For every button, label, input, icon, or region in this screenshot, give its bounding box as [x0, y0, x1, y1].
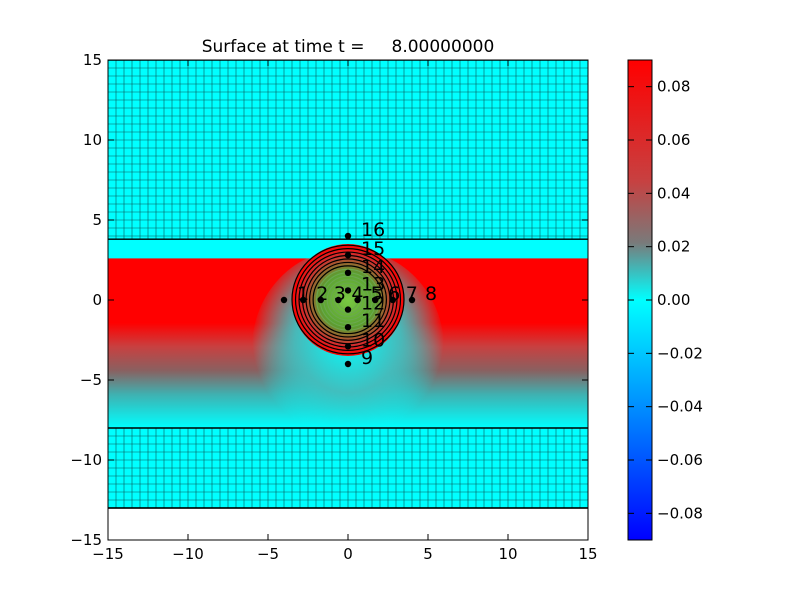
- gauge-label: 8: [425, 283, 437, 305]
- gauge-marker: [317, 296, 324, 304]
- x-axis-ticks: −15 −10 −5 0 5 10 15: [92, 60, 598, 563]
- gauge-marker: [344, 252, 352, 259]
- gauge-label: 14: [361, 256, 385, 278]
- colorbar-tick-label: 0.02: [657, 238, 690, 256]
- gauge-label: 13: [361, 273, 385, 295]
- contour-line: [312, 265, 384, 335]
- gauge-marker: [280, 296, 288, 304]
- x-tick-label: −5: [257, 545, 279, 563]
- gauge-marker: [389, 296, 396, 304]
- colorbar-tick-label: −0.02: [657, 344, 703, 362]
- chart-title: Surface at time t = 8.00000000: [202, 37, 495, 57]
- gauge-marker: [335, 296, 342, 304]
- y-tick-label: −10: [70, 451, 102, 469]
- colorbar-tick-label: 0.04: [657, 184, 690, 202]
- colorbar-tick-label: −0.04: [657, 398, 703, 416]
- gauge-marker: [354, 296, 361, 304]
- contour-line: [333, 286, 363, 314]
- contour-line: [294, 248, 402, 352]
- gauge-marker: [344, 269, 352, 276]
- y-tick-label: −5: [80, 371, 102, 389]
- y-tick-label: 15: [83, 51, 102, 69]
- x-tick-label: −10: [172, 545, 204, 563]
- y-tick-label: −15: [70, 531, 102, 549]
- colorbar-tick-label: 0.00: [657, 291, 690, 309]
- x-tick-label: 0: [343, 545, 353, 563]
- y-axis-ticks: −15 −10 −5 0 5 10 15: [70, 51, 588, 549]
- central-hump: [292, 244, 404, 356]
- gauge-marker: [372, 296, 379, 304]
- colorbar-tick-label: 0.08: [657, 78, 690, 96]
- contour-line: [326, 279, 370, 321]
- gauge-marker: [344, 232, 352, 240]
- gauge-marker: [344, 306, 352, 313]
- gauge-marker: [408, 296, 416, 304]
- gauge-label: 15: [361, 238, 385, 260]
- contour-line: [291, 244, 405, 355]
- gauge-marker: [300, 296, 307, 304]
- contour-line: [309, 261, 388, 338]
- gauge-marker: [344, 287, 352, 294]
- colorbar-tick-label: −0.08: [657, 504, 703, 522]
- y-tick-label: 0: [92, 291, 102, 309]
- x-tick-label: −15: [92, 545, 124, 563]
- gauge-marker: [344, 324, 352, 331]
- colorbar-tick-label: 0.06: [657, 131, 690, 149]
- y-tick-label: 10: [83, 131, 102, 149]
- gauge-label: 11: [361, 310, 385, 332]
- gauge-marker: [344, 360, 352, 368]
- colorbar-tick-label: −0.06: [657, 451, 703, 469]
- gauge-label: 16: [361, 219, 385, 241]
- gauge-marker: [344, 343, 352, 350]
- y-tick-label: 5: [92, 211, 102, 229]
- gauge-label: 10: [361, 329, 385, 351]
- x-tick-label: 15: [578, 545, 597, 563]
- grid-lines: [108, 60, 588, 509]
- gauge-label: 9: [361, 347, 373, 369]
- x-tick-label: 5: [423, 545, 433, 563]
- gauge-label: 12: [361, 293, 385, 315]
- colorbar-ticks: 0.08 0.06 0.04 0.02 0.00 −0.02 −0.04 −0.06 −0.08: [628, 78, 703, 522]
- contour-line: [330, 282, 366, 318]
- x-tick-label: 10: [498, 545, 517, 563]
